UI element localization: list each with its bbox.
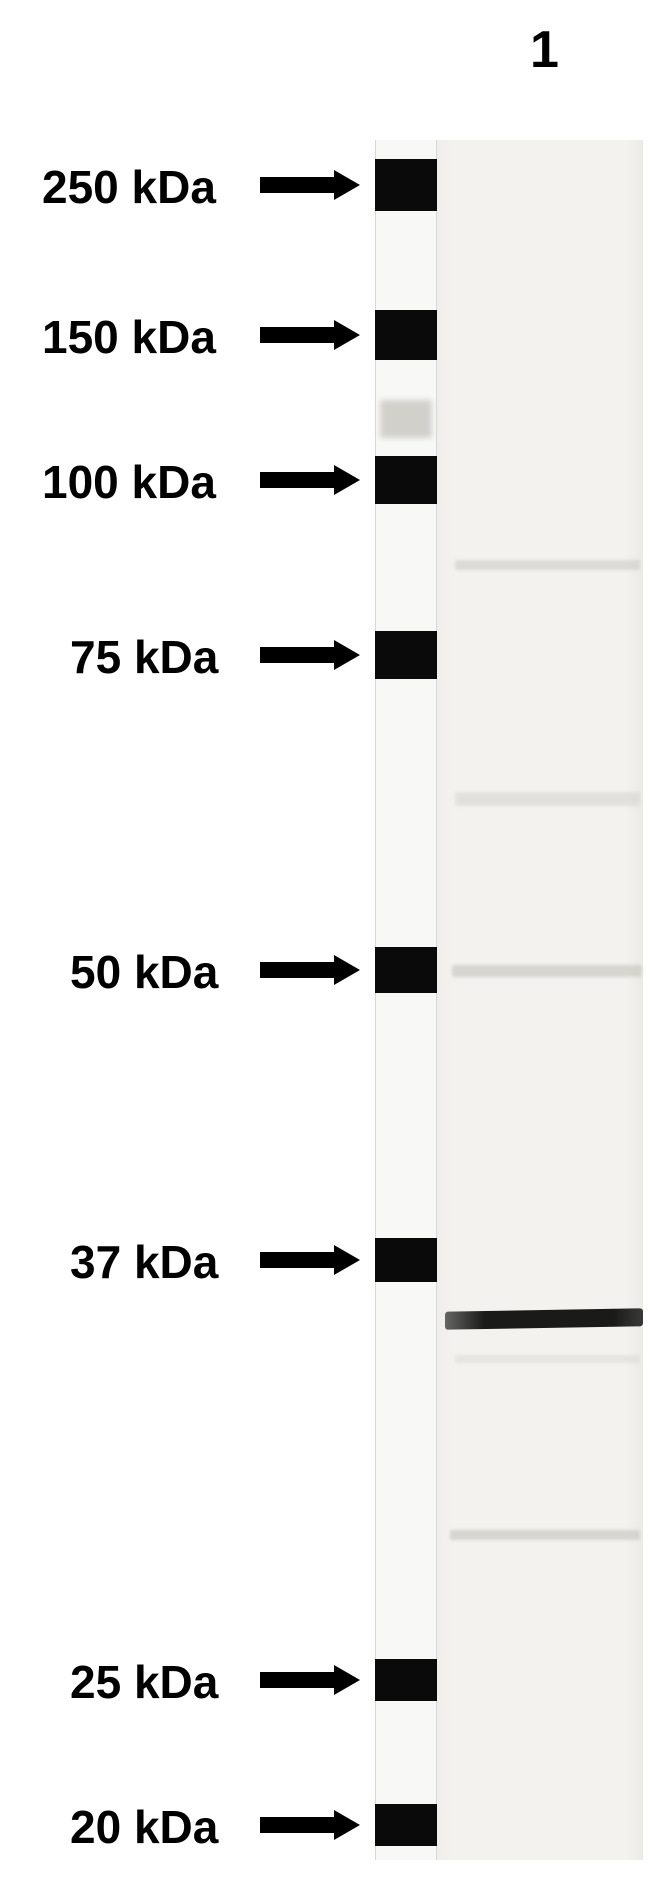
marker-arrow	[260, 647, 360, 663]
marker-label: 25 kDa	[70, 1655, 218, 1709]
ladder-smudge	[380, 400, 432, 438]
ladder-band	[375, 1804, 437, 1846]
ladder-band	[375, 947, 437, 993]
marker-label: 250 kDa	[42, 160, 216, 214]
ladder-lane	[375, 140, 437, 1860]
sample-band-faint	[450, 1530, 640, 1540]
marker-label: 150 kDa	[42, 310, 216, 364]
marker-arrow	[260, 962, 360, 978]
ladder-band	[375, 159, 437, 211]
ladder-band	[375, 1659, 437, 1701]
ladder-band	[375, 456, 437, 504]
blot-container: 1 250 kDa 150 kDa 100 kDa 75 kDa 50 kDa 37 kD…	[0, 0, 650, 1877]
marker-arrow	[260, 1817, 360, 1833]
marker-arrow	[260, 327, 360, 343]
ladder-band	[375, 1238, 437, 1282]
marker-label: 20 kDa	[70, 1800, 218, 1854]
marker-arrow	[260, 1672, 360, 1688]
sample-band-main	[445, 1308, 643, 1329]
marker-arrow	[260, 472, 360, 488]
marker-label: 37 kDa	[70, 1235, 218, 1289]
marker-label: 100 kDa	[42, 455, 216, 509]
marker-label: 50 kDa	[70, 945, 218, 999]
sample-band-faint	[452, 965, 642, 977]
marker-label: 75 kDa	[70, 630, 218, 684]
ladder-band	[375, 631, 437, 679]
marker-arrow	[260, 177, 360, 193]
lane-1-header: 1	[530, 20, 559, 80]
sample-band-faint	[455, 1355, 640, 1363]
sample-lane	[437, 140, 643, 1860]
sample-band-faint	[455, 792, 640, 806]
ladder-band	[375, 310, 437, 360]
marker-arrow	[260, 1252, 360, 1268]
sample-band-faint	[455, 560, 640, 570]
